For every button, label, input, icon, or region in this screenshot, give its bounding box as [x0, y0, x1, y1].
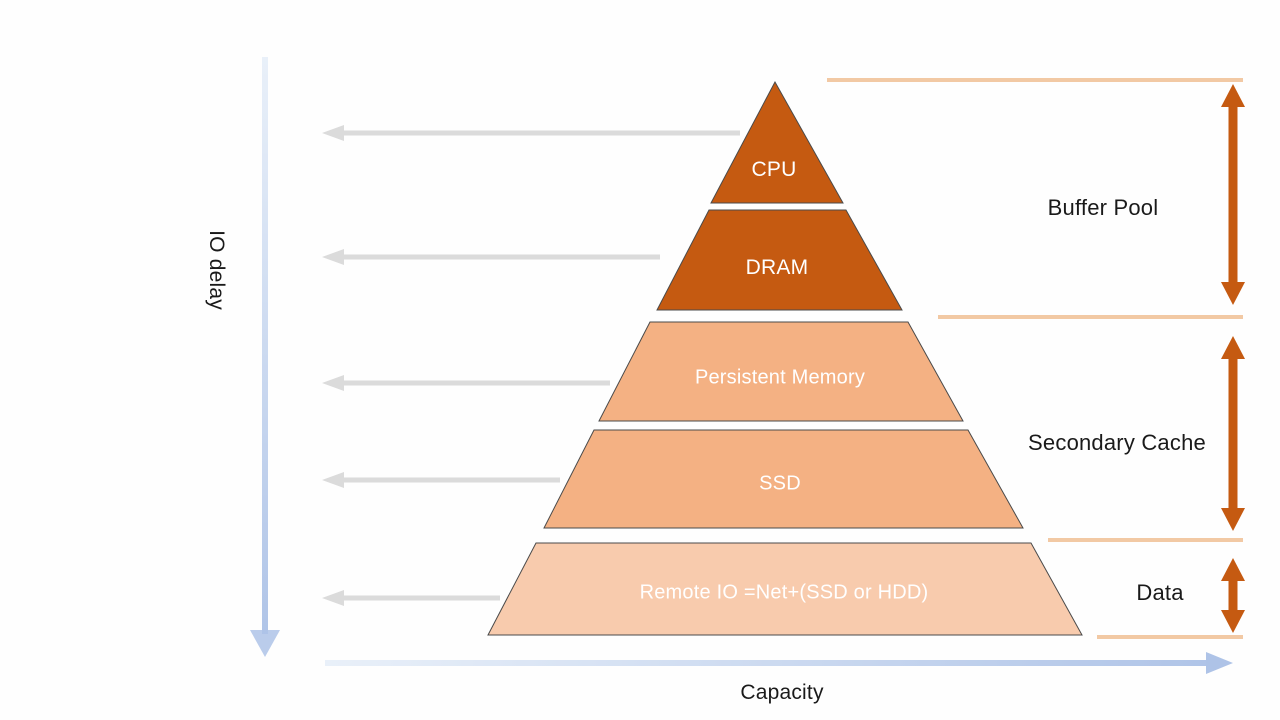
pyramid-label-ssd: SSD — [759, 472, 801, 495]
arrow-cpu-level — [322, 125, 740, 141]
arrow-dram-level — [322, 249, 660, 265]
secondary-cache-range-arrow — [1221, 336, 1245, 531]
pyramid-level-ssd — [543, 429, 1024, 529]
annotation-secondary-cache: Secondary Cache — [1028, 430, 1206, 455]
pyramid-label-remote-io: Remote IO =Net+(SSD or HDD) — [639, 581, 929, 604]
pyramid-label-dram: DRAM — [745, 256, 809, 279]
capacity-axis-label: Capacity — [740, 681, 824, 704]
pyramid-label-cpu: CPU — [751, 158, 797, 181]
pyramid — [487, 80, 1083, 636]
pyramid-level-dram — [656, 209, 903, 311]
level-arrows-left — [322, 125, 740, 606]
io-delay-axis-label: IO delay — [205, 230, 228, 310]
buffer-pool-range-arrow — [1221, 84, 1245, 305]
arrow-ssd-level — [322, 472, 560, 488]
annotation-buffer-pool: Buffer Pool — [1047, 195, 1159, 220]
capacity-axis-arrow — [325, 652, 1233, 674]
annotation-data: Data — [1136, 580, 1184, 605]
arrow-pm-level — [322, 375, 610, 391]
io-delay-axis-arrow — [250, 57, 280, 657]
pyramid-level-cpu — [710, 80, 844, 204]
pyramid-level-remote-io — [487, 542, 1083, 636]
arrow-remote-level — [322, 590, 500, 606]
pyramid-label-persistent-memory: Persistent Memory — [694, 366, 866, 389]
range-arrows — [1221, 84, 1245, 633]
pyramid-level-persistent-memory — [598, 321, 964, 422]
data-range-arrow — [1221, 558, 1245, 633]
annotation-separator-lines — [827, 78, 1243, 639]
